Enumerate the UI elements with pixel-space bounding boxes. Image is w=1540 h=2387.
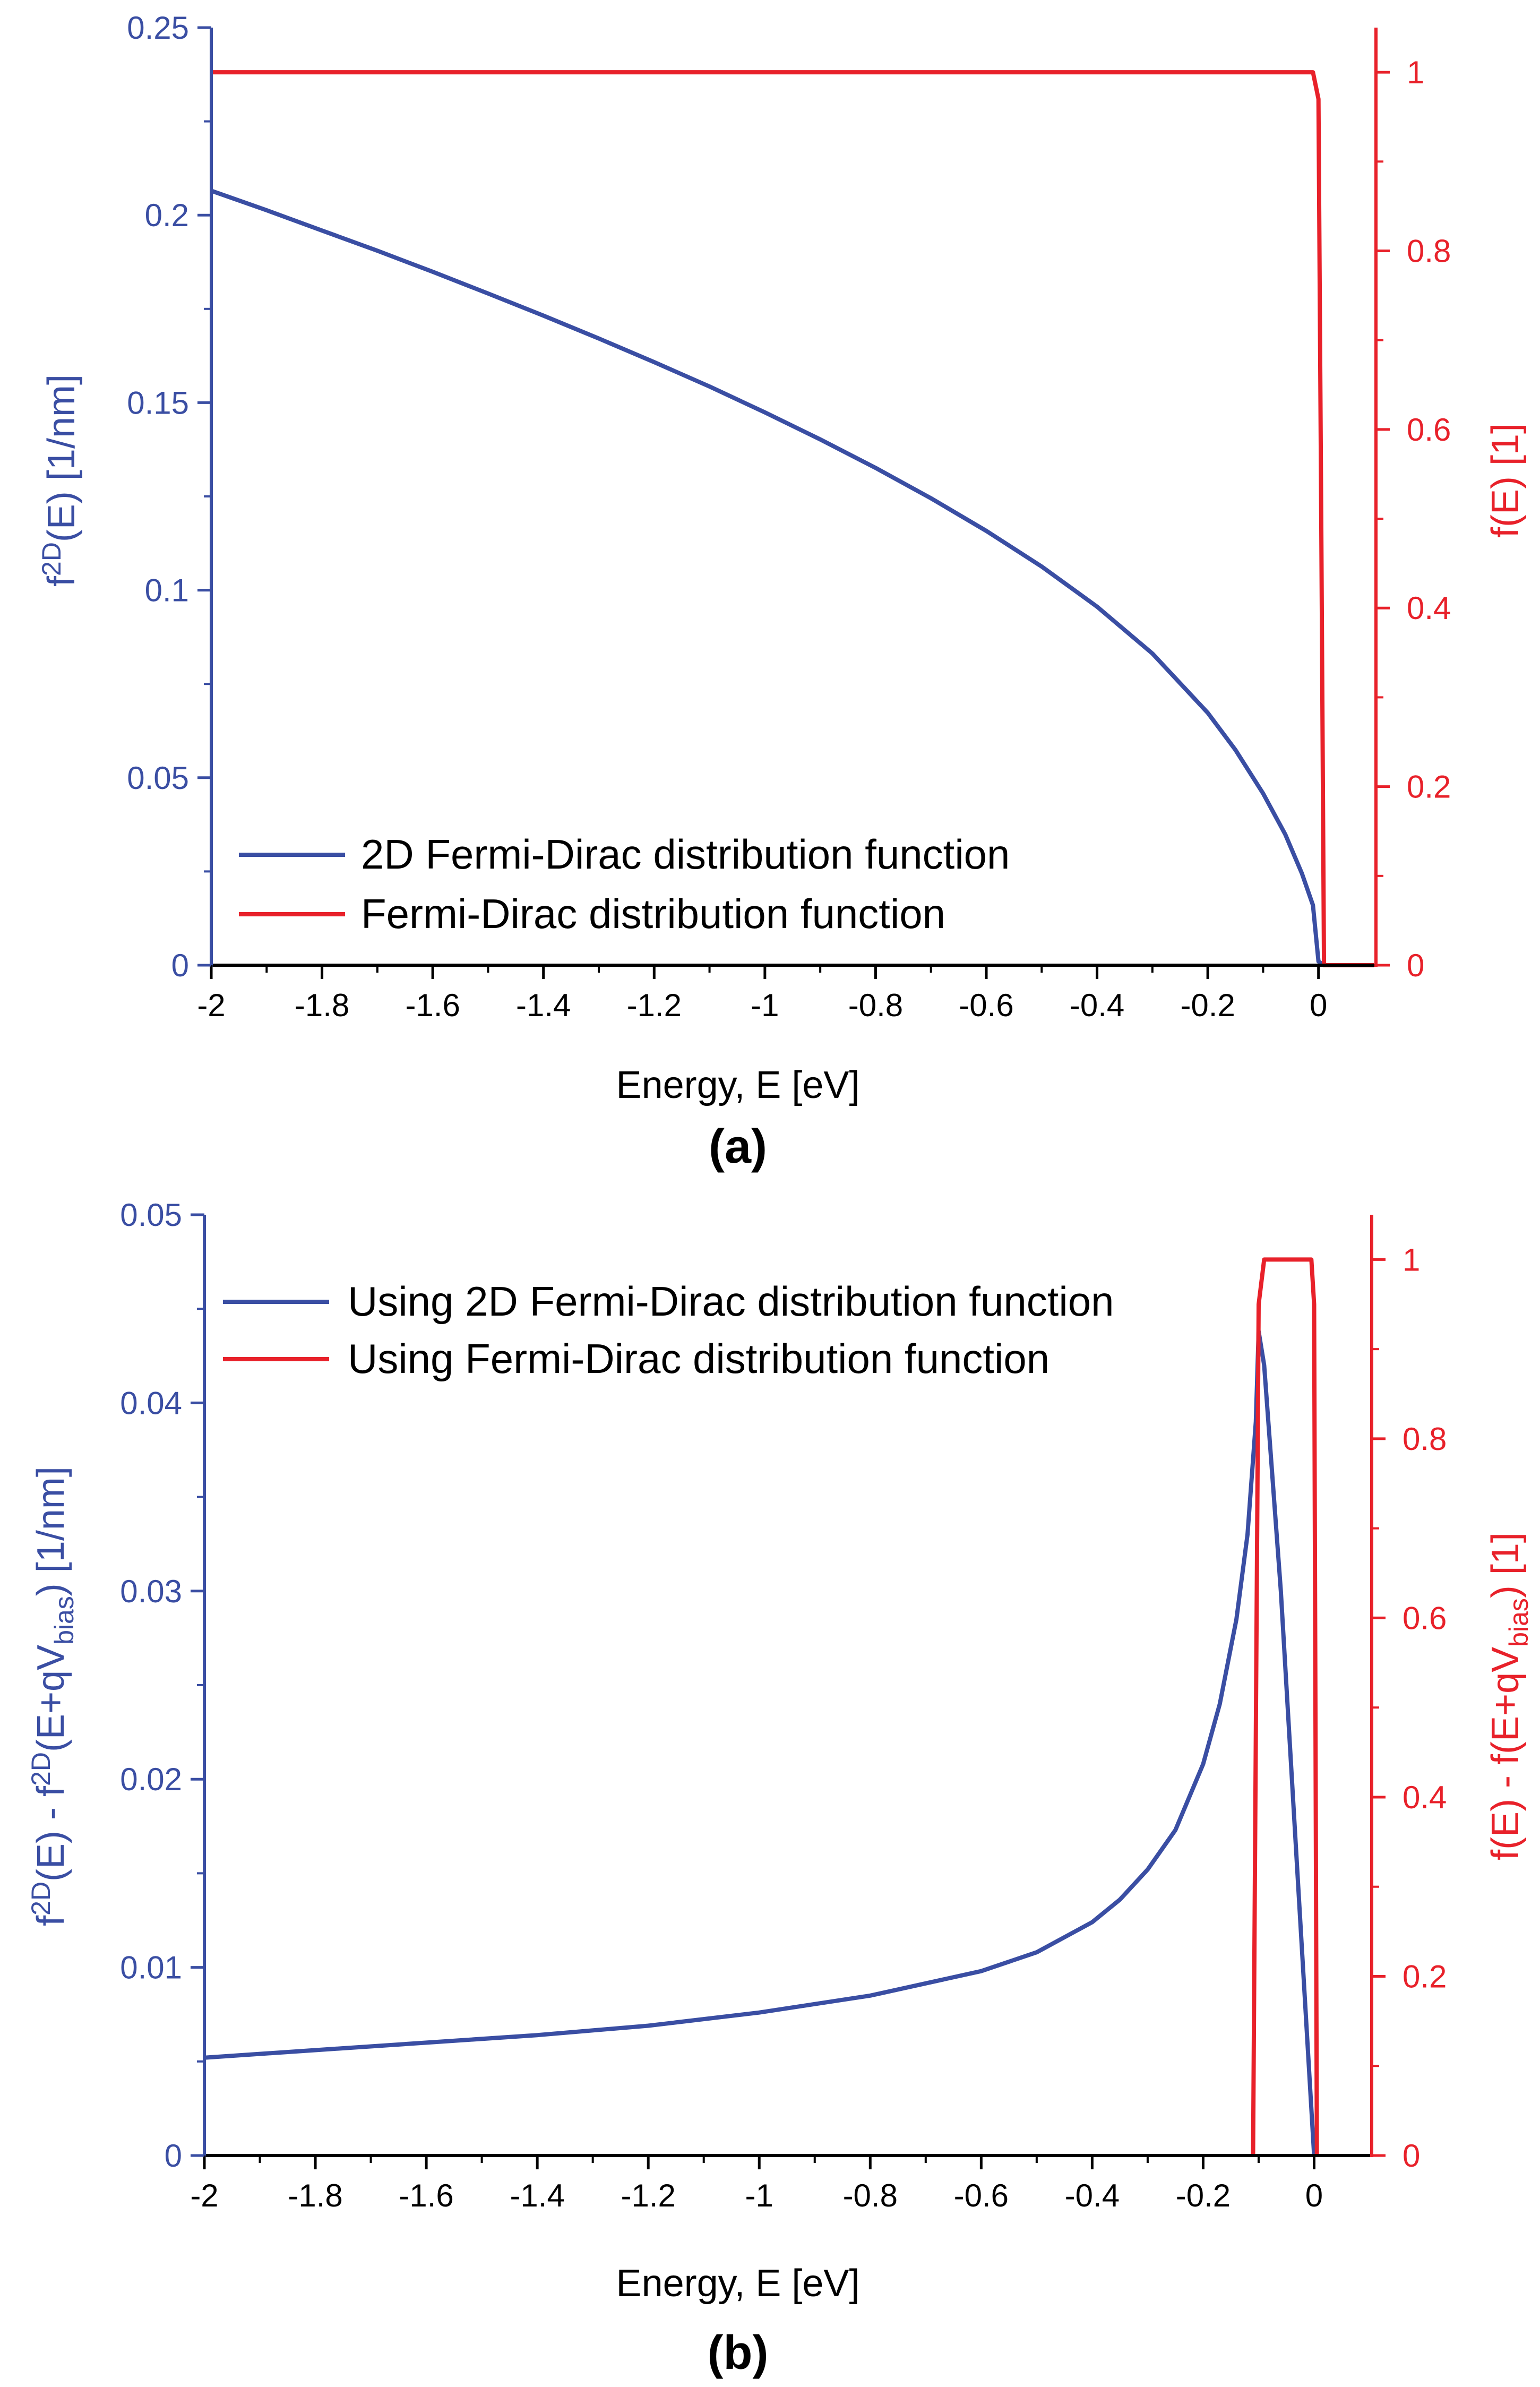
panel-b-right-y-title-part: ) [1]	[1484, 1532, 1527, 1598]
panel-b-right-y-axis-title: f(E) - f(E+qVbias) [1]	[1484, 1532, 1534, 1860]
panel-a-left-y-tick-label: 0.1	[145, 573, 189, 608]
panel-b-legend-label-fd: Using Fermi-Dirac distribution function	[348, 1335, 1049, 1382]
panel-b-right-y-tick-label: 0.8	[1403, 1421, 1447, 1457]
panel-b-left-y-tick-label: 0.04	[120, 1385, 182, 1421]
panel-a-x-tick-label: -1.6	[405, 988, 460, 1023]
panel-a-left-y-tick-label: 0.15	[127, 385, 189, 420]
panel-b-x-tick-label: -0.6	[954, 2178, 1009, 2213]
panel-b-right-y-tick-label: 1	[1403, 1242, 1420, 1277]
panel-a-x-tick-label: -0.6	[959, 988, 1013, 1023]
panel-a-left-y-axis-title-sup: 2D	[37, 542, 66, 576]
panel-a-label: (a)	[709, 1120, 767, 1173]
panel-a-x-tick-label: -1.8	[295, 988, 349, 1023]
panel-a-right-y-tick-label: 1	[1407, 55, 1424, 90]
panel-b-left-y-title-sub: bias	[49, 1596, 79, 1645]
panel-a-right-y-tick-label: 0.2	[1407, 769, 1451, 805]
panel-b-legend-label-2d: Using 2D Fermi-Dirac distribution functi…	[348, 1278, 1114, 1325]
panel-a-series-line-0	[210, 188, 1374, 967]
panel-b-left-y-title-sup: 2D	[26, 1882, 56, 1916]
panel-a-x-tick-label: -1.4	[516, 988, 571, 1023]
panel-b-left-y-title-part: f	[30, 1915, 72, 1926]
panel-b-x-tick-label: -0.2	[1176, 2178, 1231, 2213]
panel-b-x-tick-label: -1.2	[621, 2178, 675, 2213]
panel-b-right-y-ticks: 0 0.2 0.4 0.6 0.8 1	[1372, 1242, 1447, 2174]
panel-a-legend-label-fd: Fermi-Dirac distribution function	[361, 890, 945, 937]
panel-b-series-line-1	[1251, 1257, 1319, 2156]
panel-b-right-y-title-sub: bias	[1504, 1598, 1534, 1647]
panel-b-left-y-tick-label: 0.01	[120, 1950, 182, 1986]
panel-a-right-y-axis-title: f(E) [1]	[1484, 423, 1527, 538]
panel-a-right-y-tick-label: 0.6	[1407, 412, 1451, 448]
panel-b-x-tick-label: -1.4	[510, 2178, 564, 2213]
panel-b-x-tick-label: -2	[190, 2178, 218, 2213]
panel-b-right-y-tick-label: 0.4	[1403, 1780, 1447, 1815]
panel-a-right-y-tick-label: 0.8	[1407, 233, 1451, 269]
panel-b-x-tick-label: -0.4	[1065, 2178, 1120, 2213]
panel-a-x-ticks: -2 -1.8 -1.6 -1.4 -1.2 -1 -0.8 -0.6 -0.4 -0.2 0	[197, 965, 1327, 1023]
panel-b-right-y-tick-label: 0.6	[1403, 1600, 1447, 1636]
panel-a-right-y-tick-label: 0.4	[1407, 590, 1451, 626]
panel-a-left-y-tick-label: 0.2	[145, 198, 189, 233]
panel-b-left-y-title-part: (E+qV	[30, 1645, 72, 1752]
panel-a-left-y-tick-label: 0.05	[127, 760, 189, 796]
panel-b-x-axis-title: Energy, E [eV]	[616, 2262, 860, 2305]
panel-a-legend: 2D Fermi-Dirac distribution function Fer…	[239, 831, 1010, 937]
panel-b-x-tick-label: -0.8	[843, 2178, 898, 2213]
panel-b-x-tick-label: 0	[1305, 2178, 1323, 2213]
panel-b-left-y-tick-label: 0	[165, 2138, 182, 2174]
panel-b-left-y-title-part: (E) - f	[30, 1785, 72, 1882]
panel-a-left-y-tick-label: 0.25	[127, 10, 189, 46]
panel-b-x-ticks: -2 -1.8 -1.6 -1.4 -1.2 -1 -0.8 -0.6 -0.4 -0.2 0	[190, 2156, 1323, 2213]
panel-b-label: (b)	[708, 2326, 769, 2380]
panel-a-x-tick-label: -2	[197, 988, 225, 1023]
panel-b-left-y-axis-title: f2D(E) - f2D(E+qVbias) [1/nm]	[26, 1466, 79, 1926]
panel-a-right-y-tick-label: 0	[1407, 948, 1424, 983]
panel-a-x-axis-title: Energy, E [eV]	[616, 1064, 860, 1106]
panel-b-left-y-tick-label: 0.03	[120, 1574, 182, 1609]
panel-a-right-y-ticks: 0 0.2 0.4 0.6 0.8 1	[1376, 55, 1451, 983]
panel-b-left-y-tick-label: 0.02	[120, 1762, 182, 1797]
panel-b: -2 -1.8 -1.6 -1.4 -1.2 -1 -0.8 -0.6 -0.4 -0.2 0 00…	[26, 1197, 1534, 2380]
panel-b-x-tick-label: -1	[745, 2178, 773, 2213]
panel-a-x-tick-label: -1	[751, 988, 779, 1023]
panel-a-left-y-tick-label: 0	[171, 948, 189, 983]
panel-b-right-y-title-part: f(E) - f(E+qV	[1484, 1647, 1527, 1860]
panel-a-legend-label-2d: 2D Fermi-Dirac distribution function	[361, 831, 1010, 878]
panel-b-right-y-tick-label: 0	[1403, 2138, 1420, 2174]
panel-b-x-tick-label: -1.8	[288, 2178, 342, 2213]
panel-b-curves	[204, 1257, 1319, 2156]
panel-b-right-y-tick-label: 0.2	[1403, 1959, 1447, 1994]
panel-a-x-tick-label: -1.2	[627, 988, 682, 1023]
panel-a-x-tick-label: -0.2	[1180, 988, 1235, 1023]
panel-b-left-y-ticks: 0 0.01 0.02 0.03 0.04 0.05	[120, 1197, 204, 2174]
panel-a-left-y-ticks: 0 0.05 0.1 0.15 0.2 0.25	[127, 10, 211, 983]
panel-a: -2 -1.8 -1.6 -1.4 -1.2 -1 -0.8 -0.6 -0.4 -0.2 0 00…	[37, 10, 1527, 1173]
panel-a-x-tick-label: -0.8	[848, 988, 903, 1023]
panel-b-x-tick-label: -1.6	[399, 2178, 453, 2213]
panel-a-left-y-axis-title: f2D(E) [1/nm]	[37, 374, 83, 587]
panel-b-left-y-tick-label: 0.05	[120, 1197, 182, 1233]
panel-b-left-y-title-sup: 2D	[26, 1752, 56, 1786]
panel-a-left-y-axis-title-rest: (E) [1/nm]	[40, 374, 83, 542]
panel-a-x-tick-label: -0.4	[1070, 988, 1124, 1023]
panel-a-left-y-axis-title-base: f	[40, 576, 83, 587]
panel-a-x-tick-label: 0	[1310, 988, 1327, 1023]
panel-b-legend: Using 2D Fermi-Dirac distribution functi…	[223, 1278, 1114, 1382]
panel-b-left-y-title-part: ) [1/nm]	[30, 1466, 72, 1596]
